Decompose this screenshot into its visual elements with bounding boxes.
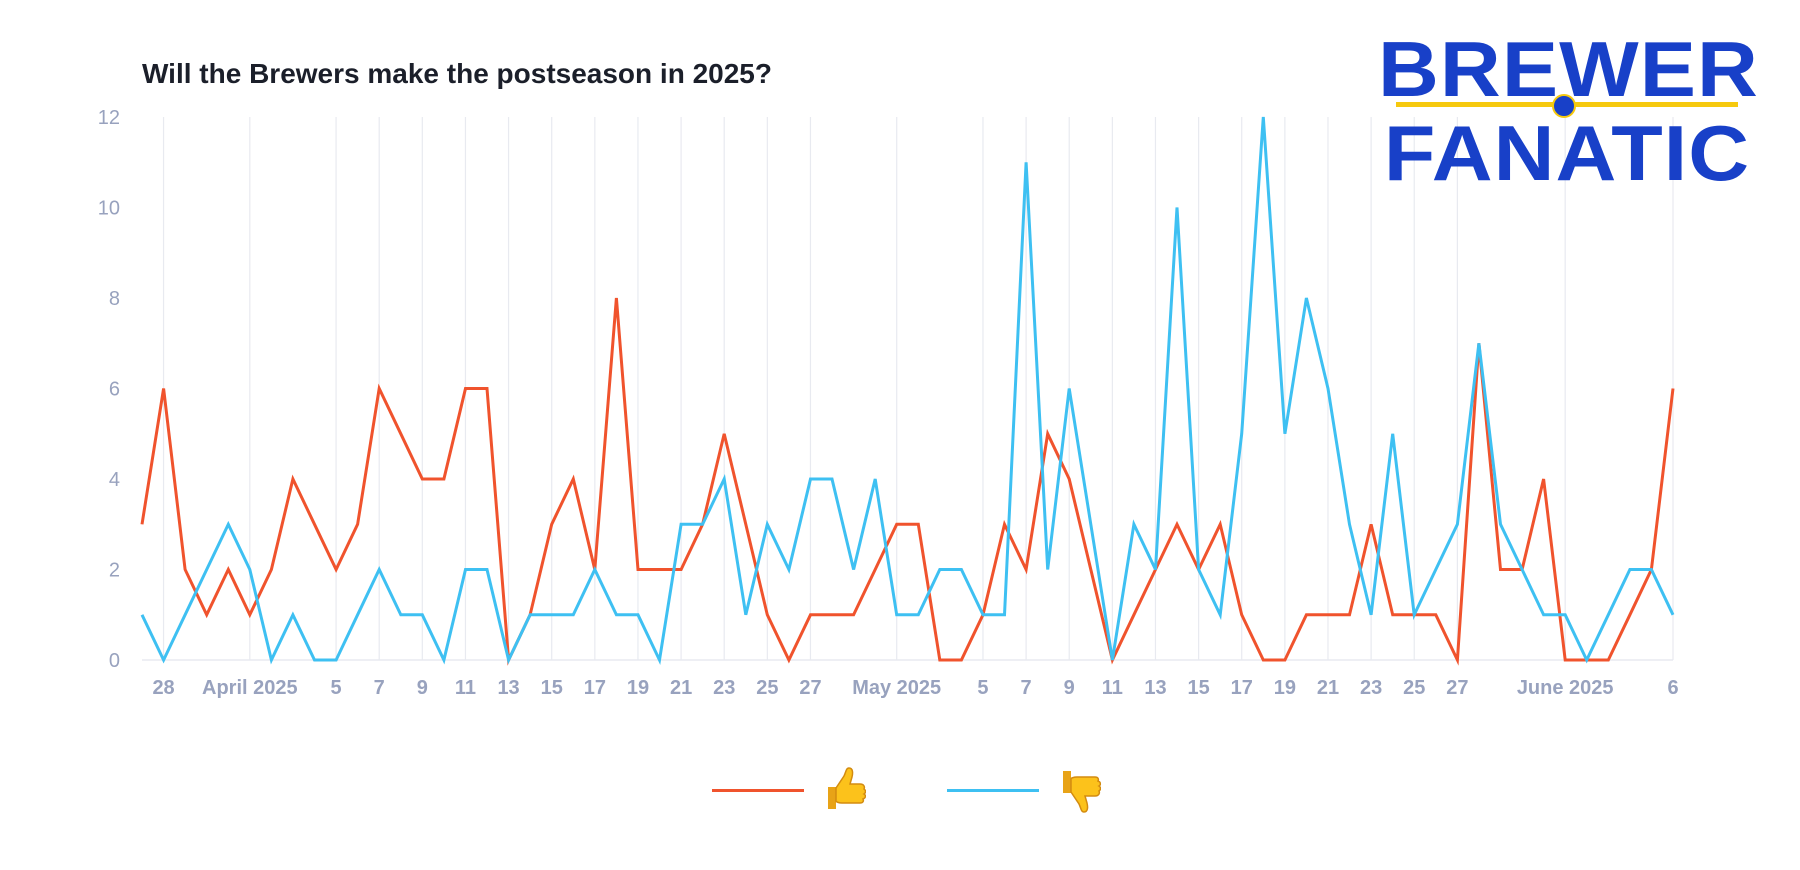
- x-tick-label: April 2025: [202, 677, 298, 699]
- x-tick-label: 21: [670, 677, 692, 699]
- y-tick-label: 6: [109, 379, 120, 401]
- x-tick-label: 9: [417, 677, 428, 699]
- x-tick-label: June 2025: [1517, 677, 1614, 699]
- logo-text-fanatic: FANATIC: [1383, 109, 1751, 197]
- x-tick-label: 5: [331, 677, 342, 699]
- legend-swatch: [712, 788, 804, 792]
- baseball-icon: [1552, 94, 1576, 118]
- x-tick-label: 23: [1360, 677, 1382, 699]
- series-lines: [140, 116, 1675, 666]
- thumbs-down-icon: [1063, 771, 1101, 813]
- x-tick-label: 17: [1231, 677, 1253, 699]
- x-tick-label: 7: [1021, 677, 1032, 699]
- y-tick-label: 2: [109, 560, 120, 582]
- x-tick-label: 13: [1144, 677, 1166, 699]
- thumbs-up-icon: [828, 767, 866, 809]
- x-tick-label: 5: [977, 677, 988, 699]
- x-tick-label: 15: [1187, 677, 1209, 699]
- x-tick-label: 9: [1064, 677, 1075, 699]
- y-tick-label: 12: [98, 107, 120, 129]
- x-tick-label: May 2025: [852, 677, 941, 699]
- x-tick-label: 25: [1403, 677, 1425, 699]
- series-line-thumbs-up[interactable]: [140, 297, 1675, 666]
- grid-lines: [142, 117, 1674, 661]
- x-tick-label: 11: [455, 677, 476, 699]
- x-tick-label: 19: [1274, 677, 1296, 699]
- brewer-fanatic-logo: BREWER FANATIC: [1378, 26, 1758, 192]
- chart-title: Will the Brewers make the postseason in …: [142, 58, 772, 89]
- x-tick-label: 23: [713, 677, 735, 699]
- x-tick-label: 11: [1102, 677, 1123, 699]
- x-tick-label: 27: [1446, 677, 1468, 699]
- x-tick-label: 7: [374, 677, 385, 699]
- x-tick-label: 6: [1667, 677, 1678, 699]
- series-line-thumbs-down[interactable]: [140, 116, 1675, 666]
- legend-item-thumbs-down[interactable]: [947, 760, 1101, 820]
- y-tick-label: 8: [109, 288, 120, 310]
- x-tick-label: 15: [541, 677, 563, 699]
- y-tick-label: 10: [98, 198, 120, 220]
- legend-item-thumbs-up[interactable]: [712, 760, 866, 820]
- x-axis: 28 April 2025 5 7 9 11 13 15 17 19 21 23 25 27 May 202…: [152, 677, 1678, 699]
- x-tick-label: 21: [1317, 677, 1339, 699]
- legend: [0, 760, 1800, 820]
- x-tick-label: 19: [627, 677, 649, 699]
- y-tick-label: 4: [109, 469, 120, 491]
- x-tick-label: 27: [799, 677, 821, 699]
- x-tick-label: 28: [152, 677, 174, 699]
- legend-swatch: [947, 788, 1039, 792]
- x-tick-label: 17: [584, 677, 606, 699]
- y-tick-label: 0: [109, 650, 120, 672]
- x-tick-label: 25: [756, 677, 778, 699]
- y-axis: 0 2 4 6 8 10 12: [98, 107, 120, 672]
- x-tick-label: 13: [497, 677, 519, 699]
